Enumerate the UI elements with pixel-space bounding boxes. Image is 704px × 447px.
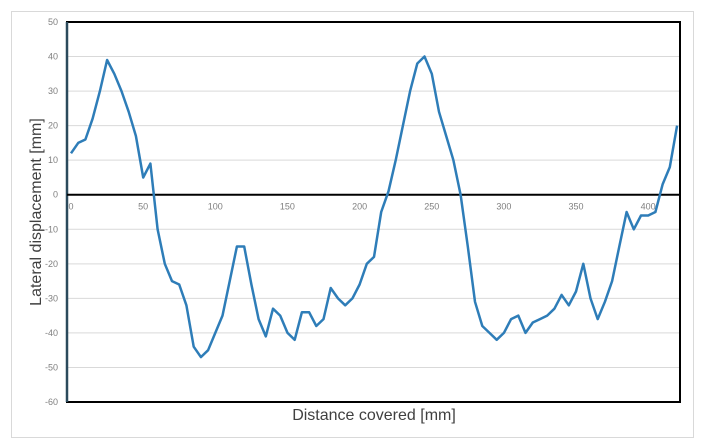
y-tick-label: -40: [45, 328, 58, 338]
y-tick-label: -20: [45, 259, 58, 269]
x-tick-label: 0: [68, 202, 73, 212]
chart-frame: [11, 11, 694, 438]
x-tick-label: 350: [569, 202, 584, 212]
y-axis-tick-labels: 50 40 30 20 10 0 -10 -20 -30 -40 -50 -60: [45, 17, 58, 407]
y-tick-label: 40: [48, 52, 58, 62]
y-axis-title: Lateral displacement [mm]: [28, 118, 45, 306]
x-axis-tick-labels: 0 50 100 150 200 250 300 350 400: [68, 202, 655, 212]
y-tick-label: 30: [48, 86, 58, 96]
gridlines: [67, 21, 680, 403]
y-tick-label: 10: [48, 155, 58, 165]
y-tick-label: 0: [53, 190, 58, 200]
x-tick-label: 400: [641, 202, 656, 212]
data-series-line: [69, 55, 679, 359]
y-tick-label: 20: [48, 121, 58, 131]
y-tick-label: 50: [48, 17, 58, 27]
x-axis-title: Distance covered [mm]: [292, 407, 456, 424]
plot-area-border: [66, 21, 681, 403]
x-tick-label: 200: [352, 202, 367, 212]
x-tick-label: 250: [424, 202, 439, 212]
x-tick-label: 50: [138, 202, 148, 212]
y-tick-label: -10: [45, 224, 58, 234]
x-tick-label: 150: [280, 202, 295, 212]
x-tick-label: 300: [496, 202, 511, 212]
y-tick-label: -60: [45, 397, 58, 407]
y-tick-label: -50: [45, 362, 58, 372]
y-tick-label: -30: [45, 293, 58, 303]
x-tick-label: 100: [208, 202, 223, 212]
